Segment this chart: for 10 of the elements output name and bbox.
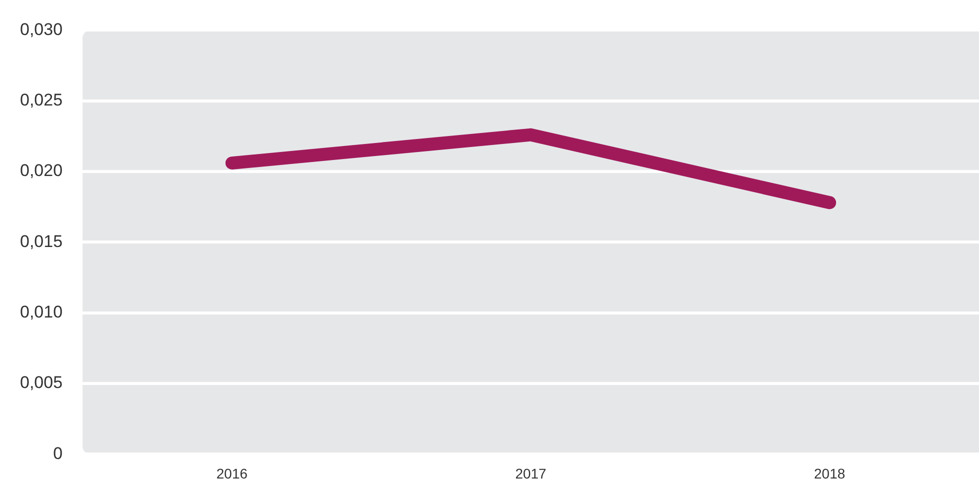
y-tick-label: 0,030 [20,20,63,39]
x-tick-label: 2018 [814,465,846,482]
y-tick-label: 0,010 [20,302,63,322]
y-tick-label: 0 [53,444,63,463]
y-tick-label: 0,020 [20,161,63,180]
y-tick-label: 0,015 [20,232,63,251]
x-tick-label: 2016 [216,465,248,482]
y-tick-label: 0,025 [20,90,63,110]
x-tick-label: 2017 [515,465,547,482]
y-tick-label: 0,005 [20,373,63,392]
